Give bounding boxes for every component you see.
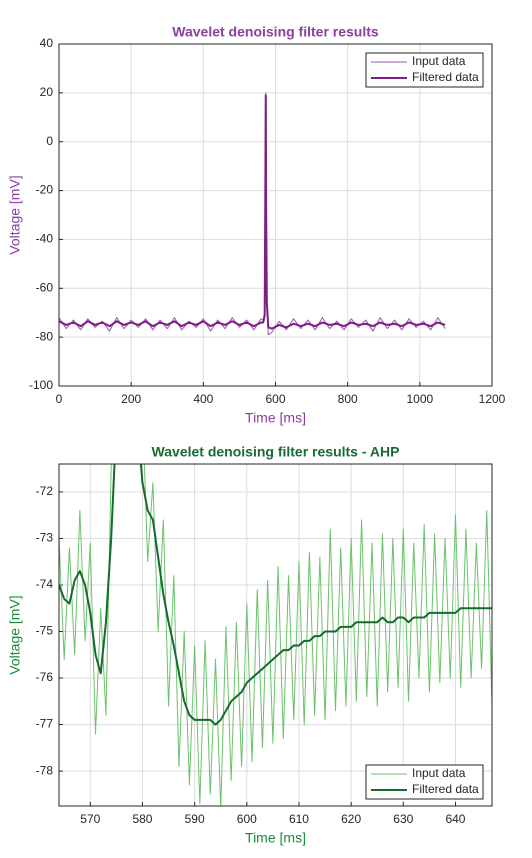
legend: Input data Filtered data <box>365 764 484 800</box>
x-tick-label: 0 <box>56 392 63 406</box>
y-tick-label: -77 <box>36 717 54 731</box>
x-tick-label: 800 <box>338 392 358 406</box>
x-tick-label: 1200 <box>479 392 506 406</box>
x-tick-label: 590 <box>185 812 205 826</box>
x-tick-label: 600 <box>265 392 285 406</box>
plot-area <box>59 464 492 806</box>
y-axis-label: Voltage [mV] <box>7 595 23 674</box>
x-tick-label: 610 <box>289 812 309 826</box>
data-line <box>59 94 446 330</box>
axes-box <box>58 463 493 807</box>
x-tick-label: 200 <box>121 392 141 406</box>
chart-title: Wavelet denoising filter results - AHP <box>152 444 400 460</box>
legend-label: Filtered data <box>412 70 479 84</box>
chart-title: Wavelet denoising filter results <box>172 24 379 40</box>
x-tick-label: 1000 <box>406 392 433 406</box>
x-tick-label: 580 <box>132 812 152 826</box>
legend-label: Filtered data <box>412 782 479 796</box>
legend: Input data Filtered data <box>365 52 484 88</box>
x-axis-label: Time [ms] <box>245 830 306 846</box>
lines <box>59 464 492 806</box>
y-tick-label: -40 <box>36 232 54 246</box>
y-tick-label: -20 <box>36 183 54 197</box>
subplot: 570 580 590 600 610 620 630 640 -78 -77 -76 -75 -74 -… <box>7 444 493 846</box>
data-line <box>59 464 492 726</box>
legend-label: Input data <box>412 766 466 780</box>
y-tick-label: -80 <box>36 329 54 343</box>
legend-box <box>365 764 484 800</box>
lines <box>59 92 446 336</box>
x-axis-label: Time [ms] <box>245 410 306 426</box>
x-tick-label: 620 <box>341 812 361 826</box>
x-tick-label: 640 <box>445 812 465 826</box>
y-tick-label: -78 <box>36 763 54 777</box>
y-tick-label: -100 <box>29 378 53 392</box>
y-tick-label: 0 <box>46 134 53 148</box>
y-tick-label: 40 <box>40 36 54 50</box>
x-tick-label: 600 <box>237 812 257 826</box>
x-tick-label: 570 <box>80 812 100 826</box>
y-tick-label: -74 <box>36 577 54 591</box>
y-axis-label: Voltage [mV] <box>7 175 23 254</box>
data-line <box>59 464 492 806</box>
x-tick-label: 400 <box>193 392 213 406</box>
x-tick-label: 630 <box>393 812 413 826</box>
y-tick-label: -75 <box>36 624 54 638</box>
axes-box <box>58 43 493 387</box>
legend-label: Input data <box>412 54 466 68</box>
y-tick-label: -73 <box>36 531 54 545</box>
subplot: 0 200 400 600 800 1000 1200 -100 -80 -60 -40 -20 0 20… <box>7 24 506 426</box>
y-tick-label: -60 <box>36 280 54 294</box>
y-tick-label: -72 <box>36 484 54 498</box>
legend-box <box>365 52 484 88</box>
y-tick-label: -76 <box>36 670 54 684</box>
y-tick-label: 20 <box>40 85 54 99</box>
